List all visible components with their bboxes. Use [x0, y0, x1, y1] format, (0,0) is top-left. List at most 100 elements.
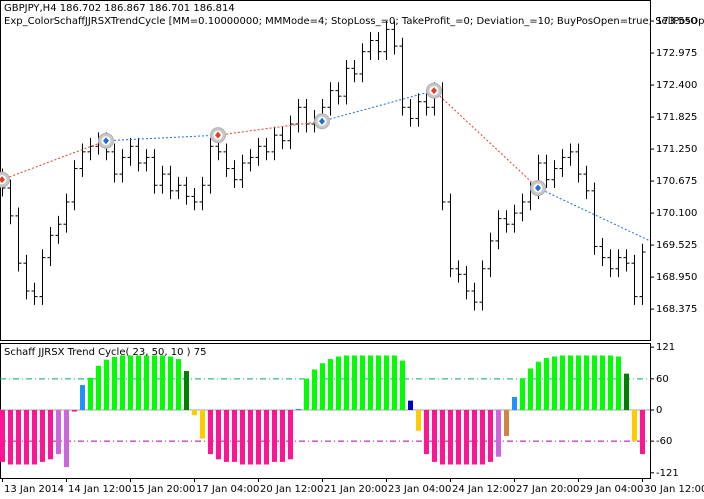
ohlc-bar	[191, 188, 198, 211]
histogram-bar	[160, 355, 165, 410]
ohlc-bar	[119, 149, 126, 183]
histogram-bar	[8, 409, 13, 465]
ohlc-bar	[479, 260, 486, 311]
ohlc-bar	[559, 149, 566, 177]
ohlc-bar	[623, 249, 630, 272]
histogram-bar	[352, 355, 357, 410]
histogram-bar	[240, 409, 245, 465]
histogram-bar	[88, 377, 93, 410]
ohlc-bar	[543, 154, 550, 189]
histogram-bar	[400, 360, 405, 410]
y-tick-label: 168.375	[656, 304, 697, 315]
ohlc-bar	[239, 154, 246, 189]
y-tick-label: 0	[656, 405, 662, 416]
signal-segment	[217, 120, 323, 136]
y-tick-label: -60	[656, 436, 672, 447]
histogram-bar	[416, 409, 421, 431]
histogram-bar	[0, 409, 5, 462]
histogram-bar	[384, 355, 389, 410]
y-tick-label: 170.675	[656, 176, 697, 187]
histogram-bar	[512, 397, 517, 410]
ohlc-bar	[407, 98, 414, 127]
ohlc-bar	[335, 82, 342, 105]
histogram-bar	[232, 409, 237, 462]
y-tick-label: -121	[656, 468, 679, 479]
marker-arrow	[319, 117, 325, 125]
marker-arrow	[0, 176, 5, 184]
histogram-bar	[576, 355, 581, 410]
ohlc-bar	[135, 137, 142, 172]
histogram-bar	[360, 355, 365, 410]
histogram-bar	[568, 355, 573, 410]
ohlc-bar	[415, 93, 422, 127]
histogram-bar	[584, 355, 589, 410]
ohlc-bar	[575, 143, 582, 183]
ohlc-bar	[15, 207, 22, 272]
histogram-bar	[272, 409, 277, 462]
y-tick-label: 169.525	[656, 240, 697, 251]
histogram-bar	[48, 409, 53, 460]
ohlc-bar	[399, 37, 406, 116]
histogram-bar	[480, 409, 485, 465]
histogram-bar	[336, 356, 341, 410]
histogram-bar	[40, 409, 45, 462]
ohlc-bar	[31, 282, 38, 305]
x-tick-label: 21 Jan 20:00	[324, 484, 387, 495]
ohlc-bar	[615, 249, 622, 278]
ohlc-bar	[487, 232, 494, 278]
ohlc-bar	[71, 160, 78, 211]
x-tick-label: 14 Jan 12:00	[68, 484, 131, 495]
histogram-bar	[304, 378, 309, 410]
ohlc-bar	[55, 215, 62, 244]
histogram-bar	[168, 356, 173, 410]
signal-marker	[0, 171, 10, 188]
ohlc-bar	[599, 238, 606, 266]
histogram-bar	[448, 409, 453, 465]
histogram-bar	[152, 355, 157, 410]
x-tick-label: 29 Jan 04:00	[580, 484, 643, 495]
ohlc-bar	[519, 193, 526, 222]
ohlc-bar	[367, 32, 374, 61]
ohlc-bar	[39, 249, 46, 305]
marker-arrow	[103, 137, 109, 145]
ohlc-bar	[343, 60, 350, 105]
signal-segment	[321, 90, 435, 122]
ohlc-bar	[287, 115, 294, 150]
price-plot	[0, 21, 650, 311]
marker-arrow	[431, 87, 437, 95]
ohlc-bar	[607, 249, 614, 278]
ohlc-bar	[455, 260, 462, 283]
ohlc-bar	[175, 176, 182, 200]
histogram-bar	[408, 400, 413, 410]
histogram-bar	[608, 355, 613, 410]
ohlc-bar	[223, 143, 230, 177]
ohlc-bar	[63, 193, 70, 233]
histogram-bar	[496, 409, 501, 457]
y-tick-label: 172.975	[656, 48, 697, 59]
signal-marker	[426, 82, 442, 99]
histogram-bar	[256, 409, 261, 465]
ohlc-bar	[183, 176, 190, 205]
ohlc-bar	[143, 149, 150, 172]
signal-marker	[530, 180, 546, 197]
histogram-bar	[544, 358, 549, 410]
ohlc-bar	[7, 179, 14, 225]
histogram-bar	[264, 409, 269, 465]
histogram-bar	[528, 368, 533, 410]
histogram-bar	[184, 371, 189, 410]
ohlc-bar	[127, 137, 134, 166]
histogram-bar	[104, 359, 109, 410]
histogram-bar	[328, 359, 333, 410]
histogram-bar	[96, 365, 101, 410]
y-tick-label: 168.950	[656, 272, 697, 283]
histogram-bar	[112, 357, 117, 410]
ohlc-bar	[23, 254, 30, 300]
x-tick-label: 24 Jan 12:00	[452, 484, 515, 495]
histogram-bar	[520, 378, 525, 410]
histogram-bar	[80, 385, 85, 410]
ohlc-bar	[199, 176, 206, 211]
histogram-bar	[560, 355, 565, 410]
ohlc-bar	[167, 165, 174, 200]
signal-segment	[1, 140, 107, 181]
